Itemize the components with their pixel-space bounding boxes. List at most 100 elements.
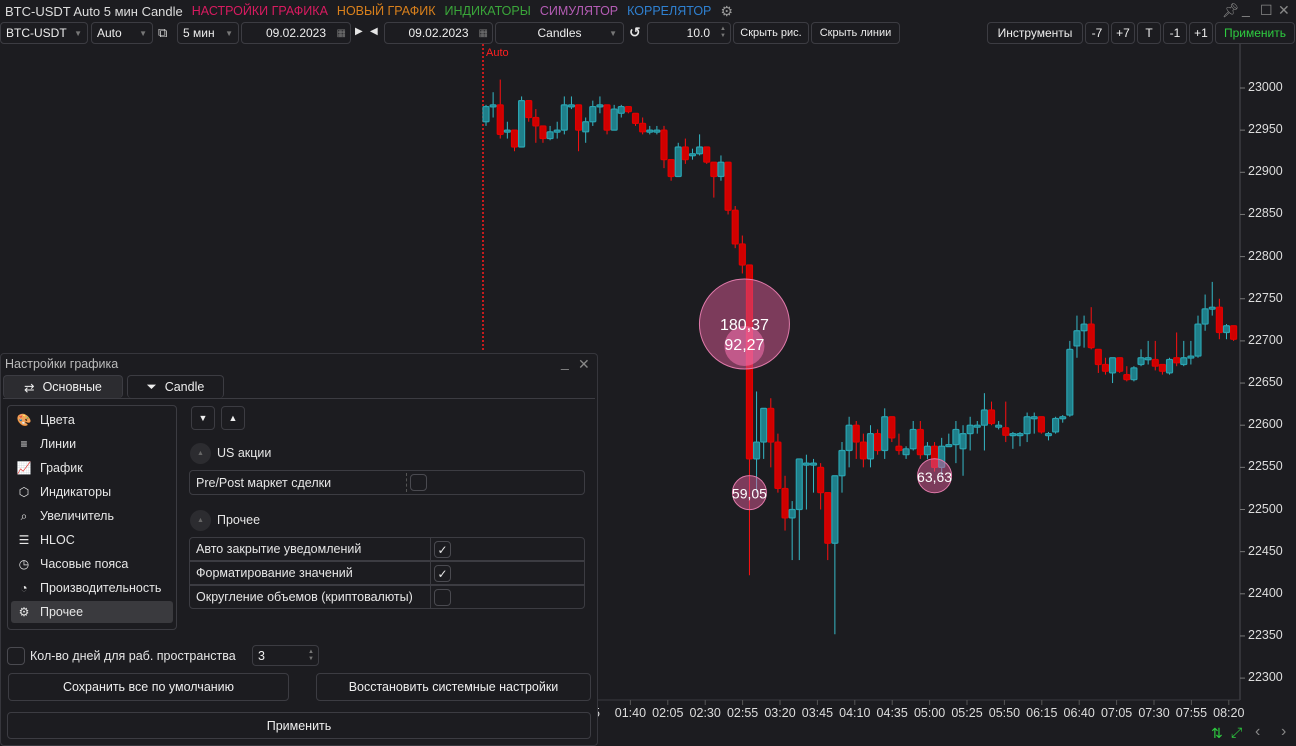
calendar-icon[interactable]: ▦ xyxy=(478,27,488,39)
candle-body xyxy=(525,100,533,119)
title-bar: BTC-USDT Auto 5 мин Candle НАСТРОЙКИ ГРА… xyxy=(0,0,1296,22)
date-to-field[interactable]: 09.02.2023 ▦ xyxy=(384,22,493,44)
volume-bubble[interactable] xyxy=(698,278,790,370)
candle-body xyxy=(1144,357,1152,361)
workspace-days-checkbox[interactable] xyxy=(7,647,25,665)
candle-body xyxy=(959,433,967,450)
interval-select[interactable]: 5 мин ▼ xyxy=(177,22,239,44)
expand-icon[interactable]: ⤢ xyxy=(1231,724,1243,740)
candle-body xyxy=(532,116,540,127)
chart-type-select[interactable]: Candles ▼ xyxy=(495,22,624,44)
category-item[interactable]: 📈 График xyxy=(11,457,173,479)
hide-drawings-button[interactable]: Скрыть рис. xyxy=(733,22,809,44)
apply-button[interactable]: Применить xyxy=(1215,22,1295,44)
category-item[interactable]: ⚙ Прочее xyxy=(11,601,173,623)
candlestick-chart[interactable]: 180,37 92,27 59,05 63,63 xyxy=(0,44,1296,746)
link-icon[interactable]: ⧉ xyxy=(158,25,168,40)
candle-body xyxy=(624,105,633,113)
chevron-left-icon[interactable]: ‹ xyxy=(1255,723,1261,740)
candle-body xyxy=(1180,357,1188,366)
candle-body xyxy=(1016,433,1024,437)
symbol-select[interactable]: BTC-USDT ▼ xyxy=(0,22,88,44)
date-from-field[interactable]: 09.02.2023 ▦ xyxy=(241,22,351,44)
tab-main[interactable]: ⇄ Основные xyxy=(3,375,123,398)
menu-indicators[interactable]: ИНДИКАТОРЫ xyxy=(444,4,531,18)
close-icon[interactable]: ✕ xyxy=(578,356,590,372)
volume-bubble[interactable] xyxy=(917,458,953,494)
setting-checkbox[interactable] xyxy=(434,589,451,606)
candle-body xyxy=(546,131,554,140)
hide-lines-button[interactable]: Скрыть линии xyxy=(811,22,900,44)
candle-body xyxy=(774,441,782,490)
candle-body xyxy=(738,243,746,266)
mode-select[interactable]: Auto ▼ xyxy=(91,22,153,44)
pin-icon[interactable]: 📌︎ xyxy=(1222,2,1240,18)
chevron-right-icon[interactable]: › xyxy=(1281,723,1287,740)
category-item[interactable]: ☰ HLOC xyxy=(11,529,173,551)
minimize-icon[interactable]: _ xyxy=(561,354,569,370)
menu-correlator[interactable]: КОРРЕЛЯТОР xyxy=(627,4,712,18)
spinner-arrows-icon[interactable]: ▲ ▼ xyxy=(308,648,314,662)
tools-button[interactable]: Инструменты xyxy=(987,22,1083,44)
x-tick-label: 08:20 xyxy=(1213,706,1245,720)
step-spinner[interactable]: 10.0 ▲ ▼ xyxy=(647,22,731,44)
gears-icon[interactable]: ⚙ xyxy=(720,2,733,19)
chevron-down-icon: ▼ xyxy=(74,28,82,38)
sync-arrows-icon[interactable]: ⇅ xyxy=(1211,725,1223,741)
menu-simulator[interactable]: СИМУЛЯТОР xyxy=(539,4,619,18)
category-item[interactable]: ⬡ Индикаторы xyxy=(11,481,173,503)
volume-bubble[interactable] xyxy=(731,475,767,511)
candle-body xyxy=(788,508,796,519)
undo-icon[interactable]: ↺ xyxy=(629,24,641,40)
lines-icon: ≡ xyxy=(20,437,28,451)
maximize-icon[interactable]: ☐ xyxy=(1260,2,1273,18)
section-toggle-us[interactable]: ▲ xyxy=(190,443,211,464)
t-button[interactable]: T xyxy=(1137,22,1161,44)
candle-body xyxy=(674,146,682,178)
collapse-all-button[interactable]: ▲ xyxy=(221,406,245,430)
category-item[interactable]: ≡ Линии xyxy=(11,433,173,455)
menu-chart-settings[interactable]: НАСТРОЙКИ ГРАФИКА xyxy=(191,4,328,18)
volume-bubble-label: 59,05 xyxy=(732,486,767,502)
premarket-checkbox[interactable] xyxy=(410,474,427,491)
setting-checkbox[interactable]: ✓ xyxy=(434,565,451,582)
y-tick-label: 22300 xyxy=(1248,670,1283,685)
window-title: BTC-USDT Auto 5 мин Candle xyxy=(5,3,183,19)
tab-candle[interactable]: ⏷ Candle xyxy=(127,375,224,398)
plus7-button[interactable]: +7 xyxy=(1111,22,1135,44)
workspace-days-value: 3 xyxy=(258,648,265,663)
menu-new-chart[interactable]: НОВЫЙ ГРАФИК xyxy=(336,4,436,18)
candle-body xyxy=(909,428,917,450)
calendar-icon[interactable]: ▦ xyxy=(336,27,346,39)
category-item[interactable]: ⌕ Увеличитель xyxy=(11,505,173,527)
candle-body xyxy=(724,161,732,211)
x-tick-label: 02:05 xyxy=(652,706,684,720)
spinner-arrows-icon[interactable]: ▲ ▼ xyxy=(720,26,726,39)
plus1-button[interactable]: +1 xyxy=(1189,22,1213,44)
candle-body xyxy=(1023,416,1031,435)
category-item[interactable]: 🎨 Цвета xyxy=(11,409,173,431)
category-label: Производительность xyxy=(40,581,162,595)
candle-body xyxy=(1208,306,1216,310)
category-item[interactable]: ◔ Производительность xyxy=(11,577,173,599)
setting-checkbox[interactable]: ✓ xyxy=(434,541,451,558)
candle-body xyxy=(1151,358,1159,367)
restore-system-button[interactable]: Восстановить системные настройки xyxy=(316,673,591,701)
chart-icon: 📈 xyxy=(16,461,32,475)
candle-body xyxy=(1059,416,1067,420)
play-icon[interactable]: ▶ xyxy=(355,26,363,37)
minus7-button[interactable]: -7 xyxy=(1085,22,1109,44)
minimize-icon[interactable]: _ xyxy=(1242,1,1250,17)
category-item[interactable]: ◷ Часовые пояса xyxy=(11,553,173,575)
expand-all-button[interactable]: ▼ xyxy=(191,406,215,430)
save-defaults-button[interactable]: Сохранить все по умолчанию xyxy=(8,673,289,701)
apply-settings-button[interactable]: Применить xyxy=(7,712,591,739)
tab-label: Основные xyxy=(42,380,102,394)
auto-marker-label: Auto xyxy=(486,47,509,59)
close-icon[interactable]: ✕ xyxy=(1278,2,1290,18)
magnifier-icon: ⌕ xyxy=(20,508,28,523)
section-toggle-other[interactable]: ▲ xyxy=(190,510,211,531)
workspace-days-spinner[interactable]: 3 ▲ ▼ xyxy=(252,645,319,666)
minus1-button[interactable]: -1 xyxy=(1163,22,1187,44)
back-icon[interactable]: ◀ xyxy=(370,26,378,37)
